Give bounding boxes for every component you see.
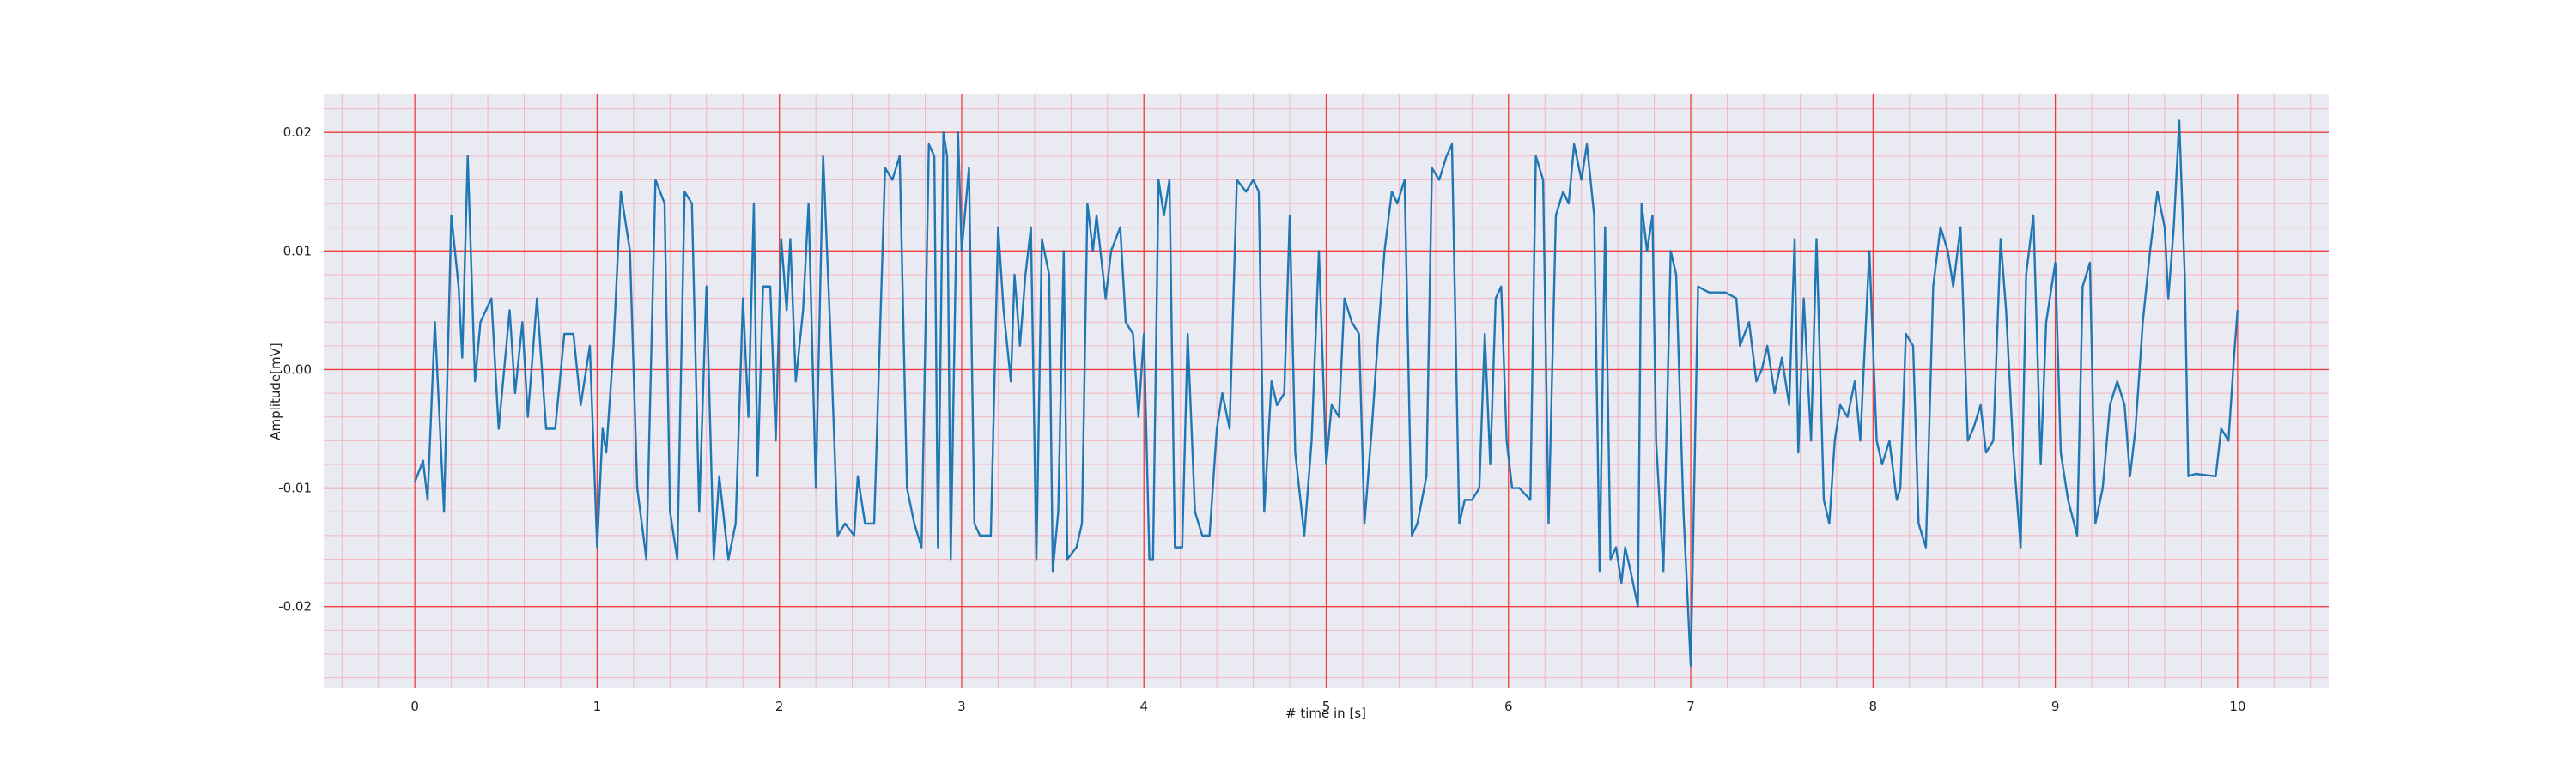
x-tick-label: 3 (957, 699, 966, 714)
x-tick-label: 1 (593, 699, 602, 714)
y-axis-label: Amplitude[mV] (268, 343, 283, 440)
x-tick-label: 8 (1869, 699, 1878, 714)
x-tick-label: 7 (1686, 699, 1695, 714)
y-tick-label: 0.02 (283, 124, 312, 140)
x-tick-label: 10 (2229, 699, 2245, 714)
y-tick-label: -0.01 (278, 481, 312, 496)
x-tick-label: 5 (1322, 699, 1331, 714)
y-tick-label: -0.02 (278, 599, 312, 615)
x-tick-label: 6 (1504, 699, 1513, 714)
x-axis-label: # time in [s] (1285, 706, 1366, 721)
y-tick-label: 0.00 (283, 361, 312, 377)
x-tick-label: 2 (775, 699, 784, 714)
x-tick-label: 9 (2051, 699, 2060, 714)
y-tick-label: 0.01 (283, 243, 312, 258)
x-tick-label: 0 (410, 699, 419, 714)
x-tick-label: 4 (1139, 699, 1148, 714)
signal-line (414, 119, 2239, 667)
